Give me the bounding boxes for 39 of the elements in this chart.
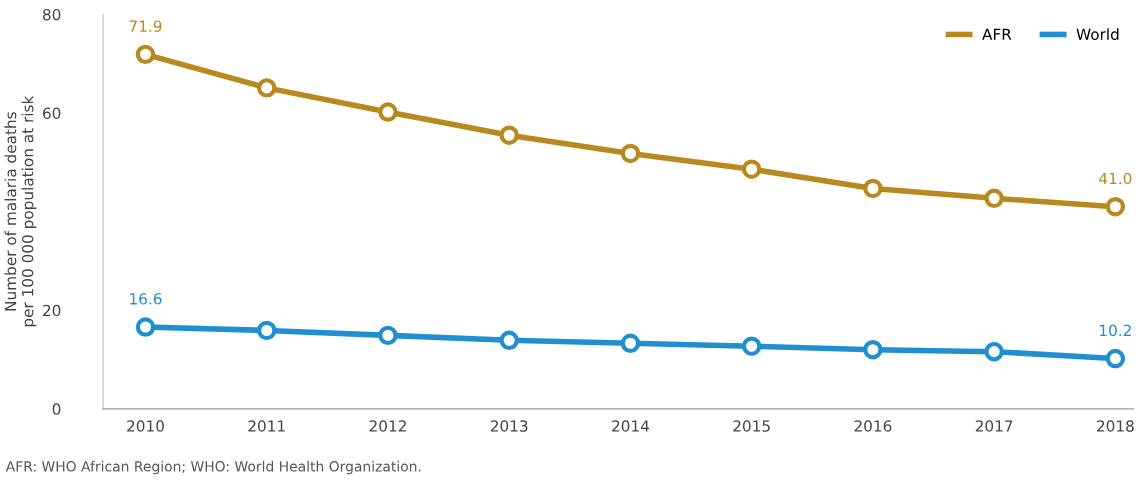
- x-tick-label: 2016: [854, 420, 892, 432]
- point: [984, 188, 1004, 209]
- y-tick-label: 0: [52, 403, 61, 415]
- y-tick-label: 80: [42, 8, 61, 21]
- x-tick-label: 2014: [612, 420, 650, 432]
- point: [256, 78, 277, 98]
- point: [984, 341, 1004, 362]
- point: [1105, 196, 1126, 217]
- point: [741, 159, 762, 179]
- data-label: 16.6: [130, 293, 162, 305]
- data-label: 41.0: [1099, 172, 1132, 185]
- x-tick-label: 2012: [369, 420, 406, 432]
- point: [863, 339, 883, 360]
- x-tick-label: 2018: [1097, 420, 1134, 432]
- point: [620, 143, 641, 164]
- point: [378, 325, 398, 346]
- point: [378, 102, 398, 122]
- text: AFR: WHO African Region; WHO: World Health Organization.: [5, 460, 421, 475]
- x-tick-label: 2011: [248, 420, 285, 432]
- point: [256, 320, 277, 341]
- x-tick-label: 2015: [733, 420, 770, 432]
- point: [620, 333, 641, 354]
- point: [135, 317, 156, 337]
- legend-label: AFR: [982, 28, 1012, 40]
- data-label: 71.9: [129, 20, 162, 32]
- point: [499, 330, 519, 351]
- y-tick-label: 60: [43, 107, 61, 120]
- x-tick-label: 2017: [975, 420, 1013, 432]
- point: [863, 178, 883, 199]
- point: [499, 125, 519, 145]
- point: [1105, 348, 1126, 369]
- y-axis-title: Number of malaria deaths per 100 000 population at risk: [4, 95, 37, 327]
- x-tick-label: 2010: [127, 420, 164, 432]
- legend-label: World: [1076, 28, 1119, 41]
- x-tick-label: 2013: [490, 420, 528, 432]
- point: [741, 336, 762, 356]
- data-label: 10.2: [1100, 324, 1131, 337]
- point: [135, 44, 156, 65]
- y-tick-label: 20: [43, 304, 61, 317]
